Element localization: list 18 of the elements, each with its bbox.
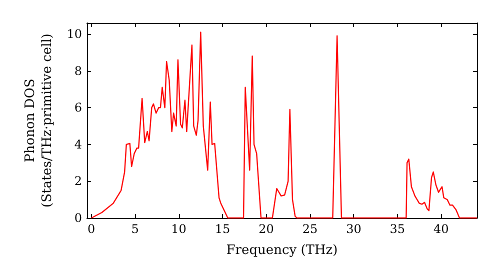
y-tick-label: 4 xyxy=(74,137,82,152)
x-tick-label: 5 xyxy=(131,222,139,236)
y-tick-label: 8 xyxy=(74,64,82,78)
x-tick-label: 35 xyxy=(390,222,406,236)
x-tick-label: 20 xyxy=(258,222,274,236)
x-tick-label: 30 xyxy=(346,222,362,236)
x-tick-label: 0 xyxy=(88,222,96,236)
y-tick-label: 2 xyxy=(74,174,82,188)
x-tick-label: 25 xyxy=(302,222,318,236)
x-tick-label: 10 xyxy=(171,222,186,236)
y-axis-title: Phonon DOS (States/THz·primitive cell) xyxy=(22,33,55,208)
line-series xyxy=(90,32,478,219)
y-tick-label: 0 xyxy=(74,211,82,225)
x-axis-title: Frequency (THz) xyxy=(226,243,338,258)
x-tick-label: 15 xyxy=(214,222,230,236)
y-tick-label: 10 xyxy=(66,27,82,42)
x-tick-label: 40 xyxy=(434,222,449,236)
y-tick-label: 6 xyxy=(74,100,82,115)
